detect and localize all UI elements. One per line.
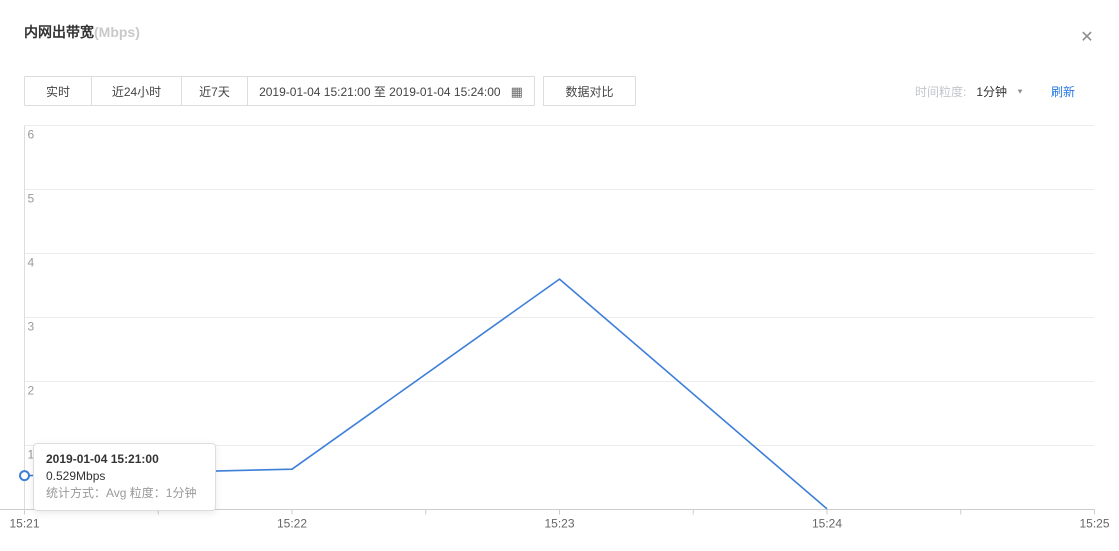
date-range-button[interactable]: 2019-01-04 15:21:00 至 2019-01-04 15:24:0… — [247, 77, 534, 105]
page-title: 内网出带宽(Mbps) — [24, 22, 1095, 42]
chart-tooltip: 2019-01-04 15:21:00 0.529Mbps 统计方式：Avg 粒… — [33, 443, 216, 511]
date-range-text: 2019-01-04 15:21:00 至 2019-01-04 15:24:0… — [259, 84, 501, 99]
granularity-value: 1分钟 — [976, 84, 1008, 99]
metric-unit: (Mbps) — [94, 24, 140, 40]
y-axis-tick-label: 6 — [28, 128, 35, 142]
x-axis-tick-label: 15:24 — [812, 517, 842, 531]
tooltip-value: 0.529Mbps — [46, 469, 106, 483]
chart-toolbar: 实时 近24小时 近7天 2019-01-04 15:21:00 至 2019-… — [24, 76, 1095, 106]
chevron-down-icon: ▼ — [1016, 87, 1024, 95]
granularity-select[interactable]: 1分钟 ▼ — [976, 83, 1024, 100]
y-axis-tick-label: 4 — [28, 256, 35, 270]
x-axis-tick-label: 15:21 — [9, 517, 39, 531]
y-axis-tick-label: 1 — [28, 448, 35, 462]
time-range-button-realtime[interactable]: 实时 — [25, 77, 91, 105]
time-range-group: 实时 近24小时 近7天 2019-01-04 15:21:00 至 2019-… — [24, 76, 535, 106]
x-axis-tick-label: 15:23 — [544, 517, 574, 531]
data-compare-button[interactable]: 数据对比 — [543, 76, 636, 106]
x-axis-tick-label: 15:25 — [1079, 517, 1109, 531]
x-axis-tick-label: 15:22 — [277, 517, 307, 531]
tooltip-meta: 统计方式：Avg 粒度：1分钟 — [46, 486, 197, 500]
time-range-button-7d[interactable]: 近7天 — [181, 77, 247, 105]
dialog-header: 内网出带宽(Mbps) ✕ — [24, 22, 1095, 46]
refresh-link[interactable]: 刷新 — [1050, 84, 1075, 99]
granularity-controls: 时间粒度: 1分钟 ▼ 刷新 — [915, 83, 1095, 100]
y-axis-tick-label: 3 — [28, 320, 35, 334]
y-axis-tick-label: 2 — [28, 384, 35, 398]
data-point-marker[interactable] — [19, 470, 30, 482]
metric-title: 内网出带宽 — [24, 24, 94, 40]
calendar-icon: ▦ — [510, 83, 523, 99]
granularity-label: 时间粒度: — [915, 84, 967, 99]
tooltip-timestamp: 2019-01-04 15:21:00 — [46, 452, 159, 466]
time-range-button-24h[interactable]: 近24小时 — [91, 77, 181, 105]
y-axis-tick-label: 5 — [28, 192, 35, 206]
close-icon[interactable]: ✕ — [1080, 29, 1094, 46]
